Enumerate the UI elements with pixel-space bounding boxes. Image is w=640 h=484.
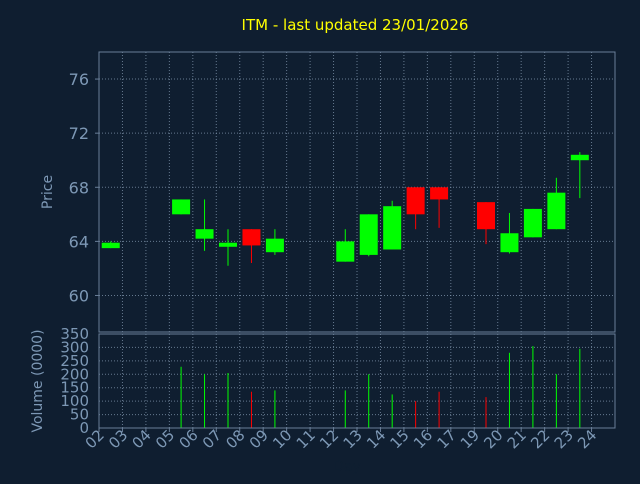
volume-tick-label: 50 [70,406,89,424]
price-tick-labels: 60 64 68 72 76 [69,70,99,305]
price-panel-frame [98,51,616,333]
candle-body [430,187,449,200]
volume-tick-label: 0 [79,419,89,437]
volume-tick-label: 100 [60,392,89,410]
candle-body [101,242,120,249]
volume-bars [180,346,581,428]
candle-body [265,238,284,253]
volume-tick-label: 250 [60,352,89,370]
x-axis-label: Day [333,459,361,475]
candle-body [477,202,495,230]
volume-tick-label: 150 [60,379,89,397]
volume-axis-label: Volume (0000) [30,329,46,432]
candle-body [570,154,589,161]
price-candles [101,152,589,266]
candle-body [219,242,237,247]
price-axis-label: Price [40,175,56,209]
price-tick-label: 60 [69,286,89,305]
price-tick-label: 64 [69,232,89,251]
price-grid [99,52,615,332]
volume-grid [99,334,615,428]
volume-tick-label: 350 [60,325,89,343]
candle-body [500,233,519,253]
candle-body [406,187,425,215]
candle-body [336,241,355,262]
volume-tick-label: 200 [60,365,89,383]
price-tick-label: 68 [69,178,89,197]
price-tick-label: 72 [69,124,89,143]
candle-body [172,199,191,215]
price-tick-label: 76 [69,70,89,89]
candle-body [383,206,402,250]
candle-body [359,214,378,255]
volume-tick-label: 300 [60,338,89,356]
candle-body [547,192,566,230]
candle-body [242,229,261,246]
chart-title: ITM - last updated 23/01/2026 [242,16,469,34]
candle-body [523,208,542,238]
candle-body [195,229,214,239]
